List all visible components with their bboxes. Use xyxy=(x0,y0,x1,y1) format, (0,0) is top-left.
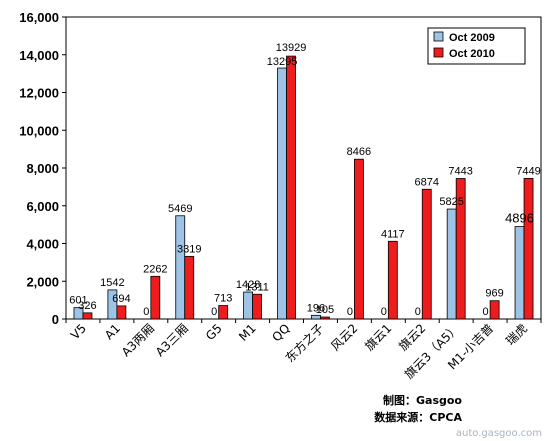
value-label: 3319 xyxy=(177,243,201,255)
value-label: 326 xyxy=(78,300,96,312)
value-label: 694 xyxy=(112,293,130,305)
bar-oct-2010 xyxy=(252,293,263,320)
bar-oct-2010 xyxy=(116,305,127,320)
y-tick-label: 16,000 xyxy=(19,10,59,25)
x-category-label: 旗云2 xyxy=(395,321,428,354)
y-tick-label: 14,000 xyxy=(19,48,59,63)
y-tick-label: 0 xyxy=(52,312,59,327)
bar-oct-2010 xyxy=(82,312,93,320)
bars xyxy=(73,55,534,320)
value-labels: 6013261542694022625469331907131428131113… xyxy=(69,42,540,318)
y-axis: 0 2,000 4,000 6,000 8,000 10,000 12,000 14,000 1… xyxy=(19,10,542,327)
bar-oct-2009 xyxy=(277,67,287,320)
chart-credit-source: 数据来源：CPCA xyxy=(374,411,462,424)
legend-label-oct-2009: Oct 2009 xyxy=(449,32,495,44)
bar-oct-2009 xyxy=(446,208,457,320)
bar-oct-2010 xyxy=(523,178,534,320)
value-label: 1311 xyxy=(245,281,269,293)
value-label: 7443 xyxy=(448,166,472,178)
value-label: 1542 xyxy=(100,277,124,289)
value-label: 0 xyxy=(143,306,149,318)
y-tick-label: 4,000 xyxy=(26,237,59,252)
legend-swatch-oct-2010 xyxy=(433,47,444,58)
bar-oct-2009 xyxy=(175,215,186,320)
value-label: 2262 xyxy=(143,263,167,275)
y-tick-label: 6,000 xyxy=(26,199,59,214)
value-label: 0 xyxy=(483,306,489,318)
chart-credit-maker: 制图：Gasgoo xyxy=(383,394,462,407)
bar-oct-2010 xyxy=(489,300,500,320)
value-label: 105 xyxy=(316,304,334,316)
bar-oct-2010 xyxy=(286,55,296,320)
value-label: 0 xyxy=(347,306,353,318)
legend: Oct 2009 Oct 2010 xyxy=(427,27,526,65)
x-category-label: 瑞虎 xyxy=(503,321,530,348)
x-category-label: A1 xyxy=(102,321,123,342)
y-tick-label: 8,000 xyxy=(26,161,59,176)
value-label: 196 xyxy=(307,302,325,314)
value-label: 4117 xyxy=(381,228,405,240)
value-label: 601 xyxy=(69,295,87,307)
y-tick-label: 10,000 xyxy=(19,123,59,138)
value-label: 713 xyxy=(214,293,232,305)
value-label: 5469 xyxy=(168,203,192,215)
value-label: 8466 xyxy=(347,146,371,158)
x-category-label: A3两厢 xyxy=(119,321,157,359)
legend-swatch-oct-2009 xyxy=(433,31,444,42)
bar-oct-2009 xyxy=(514,226,525,320)
x-category-label: 风云2 xyxy=(328,321,360,353)
bar-oct-2009 xyxy=(107,289,118,320)
bar-oct-2010 xyxy=(387,240,398,320)
bar-oct-2010 xyxy=(353,158,364,320)
y-tick-label: 12,000 xyxy=(19,86,59,101)
x-category-label: 旗云1 xyxy=(361,321,394,354)
value-label: 969 xyxy=(485,288,503,300)
value-label: 0 xyxy=(415,306,421,318)
bar-oct-2010 xyxy=(320,316,330,320)
value-label: 7449 xyxy=(516,165,540,177)
value-label: 13295 xyxy=(267,56,298,68)
legend-label-oct-2010: Oct 2010 xyxy=(449,48,495,60)
x-category-label: M1 xyxy=(236,321,259,344)
value-label: 5825 xyxy=(439,196,463,208)
bar-oct-2010 xyxy=(218,305,229,320)
bar-oct-2010 xyxy=(150,275,161,320)
x-category-label: QQ xyxy=(269,321,292,344)
value-label: 0 xyxy=(381,306,387,318)
y-tick-label: 2,000 xyxy=(26,274,59,289)
bar-oct-2010 xyxy=(184,255,195,320)
x-category-label: V5 xyxy=(68,321,89,342)
value-label: 1428 xyxy=(236,279,260,291)
value-label: 13929 xyxy=(276,42,307,54)
watermark: auto.gasgoo.com xyxy=(455,428,542,439)
legend-box xyxy=(427,27,526,65)
bar-oct-2010 xyxy=(455,178,466,320)
value-label: 0 xyxy=(211,306,217,318)
x-category-label: G5 xyxy=(203,321,225,343)
x-category-label: A3三厢 xyxy=(153,321,191,359)
value-label: 4896 xyxy=(505,211,534,226)
bar-oct-2009 xyxy=(243,291,254,320)
bar-oct-2010 xyxy=(421,188,432,320)
value-label: 6874 xyxy=(415,176,439,188)
